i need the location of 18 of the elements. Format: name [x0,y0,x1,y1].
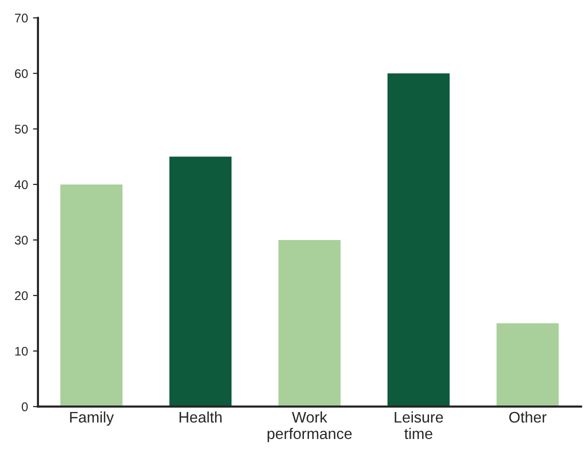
y-tick-label: 70 [14,14,28,23]
y-tick-label: 40 [14,180,28,190]
y-tick-label: 50 [14,124,28,134]
x-tick-label: Family [70,411,114,426]
y-tick-label: 10 [15,346,28,356]
x-tick-label: Other [509,411,546,423]
x-tick-label: Health [180,411,222,423]
y-tick-label: 60 [14,69,28,78]
x-tick-label: Work performance [268,411,352,442]
y-tick-label: 30 [14,236,28,245]
bar [496,323,559,407]
y-tick-label: 20 [14,291,28,300]
bar [278,240,341,407]
x-tick-label: Leisure time [394,411,443,440]
bar [388,73,450,407]
bar [60,184,122,407]
bar [169,156,232,407]
y-tick-label: 0 [22,402,28,412]
